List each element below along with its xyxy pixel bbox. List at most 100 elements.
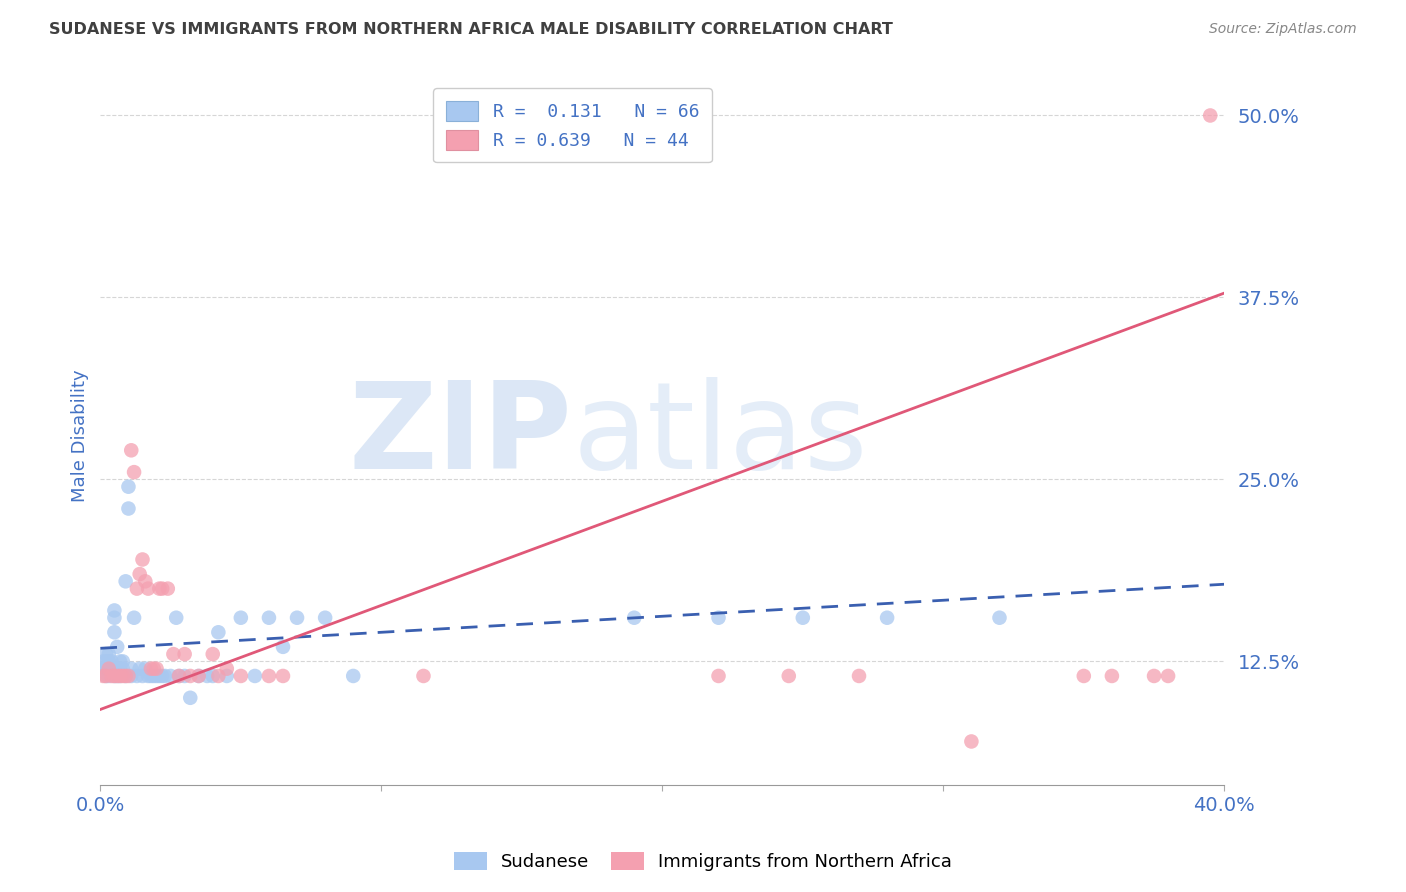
- Point: [165, 611, 187, 625]
- Point: [120, 669, 142, 683]
- Point: [108, 662, 131, 676]
- Point: [201, 647, 224, 661]
- Point: [136, 582, 159, 596]
- Point: [1073, 669, 1095, 683]
- Point: [707, 611, 730, 625]
- Point: [100, 654, 122, 668]
- Point: [148, 669, 170, 683]
- Point: [142, 669, 165, 683]
- Point: [91, 669, 114, 683]
- Point: [122, 611, 145, 625]
- Point: [623, 611, 645, 625]
- Point: [97, 662, 120, 676]
- Point: [792, 611, 814, 625]
- Point: [179, 690, 201, 705]
- Point: [120, 662, 142, 676]
- Point: [108, 669, 131, 683]
- Point: [145, 662, 167, 676]
- Point: [134, 574, 156, 589]
- Point: [215, 662, 238, 676]
- Point: [139, 669, 162, 683]
- Point: [91, 662, 114, 676]
- Point: [114, 669, 136, 683]
- Point: [207, 669, 229, 683]
- Point: [108, 669, 131, 683]
- Point: [125, 669, 148, 683]
- Point: [105, 669, 128, 683]
- Point: [285, 611, 308, 625]
- Point: [91, 654, 114, 668]
- Point: [159, 669, 181, 683]
- Point: [145, 669, 167, 683]
- Point: [314, 611, 336, 625]
- Point: [179, 669, 201, 683]
- Point: [111, 654, 134, 668]
- Point: [243, 669, 266, 683]
- Point: [195, 669, 218, 683]
- Point: [91, 665, 114, 679]
- Point: [97, 647, 120, 661]
- Point: [94, 662, 117, 676]
- Point: [1101, 669, 1123, 683]
- Point: [876, 611, 898, 625]
- Point: [271, 669, 294, 683]
- Point: [167, 669, 190, 683]
- Point: [94, 647, 117, 661]
- Point: [105, 662, 128, 676]
- Point: [848, 669, 870, 683]
- Point: [97, 654, 120, 668]
- Legend: Sudanese, Immigrants from Northern Africa: Sudanese, Immigrants from Northern Afric…: [447, 845, 959, 879]
- Point: [128, 662, 150, 676]
- Point: [1199, 108, 1222, 122]
- Point: [150, 669, 173, 683]
- Point: [257, 669, 280, 683]
- Point: [131, 552, 153, 566]
- Point: [257, 611, 280, 625]
- Point: [117, 480, 139, 494]
- Point: [105, 640, 128, 654]
- Text: ZIP: ZIP: [349, 377, 572, 494]
- Point: [271, 640, 294, 654]
- Point: [94, 669, 117, 683]
- Text: atlas: atlas: [572, 377, 868, 494]
- Point: [215, 669, 238, 683]
- Point: [94, 654, 117, 668]
- Point: [131, 669, 153, 683]
- Point: [201, 669, 224, 683]
- Point: [187, 669, 209, 683]
- Y-axis label: Male Disability: Male Disability: [72, 369, 89, 502]
- Point: [150, 582, 173, 596]
- Point: [122, 465, 145, 479]
- Point: [108, 654, 131, 668]
- Point: [94, 669, 117, 683]
- Point: [342, 669, 364, 683]
- Point: [100, 665, 122, 679]
- Point: [139, 662, 162, 676]
- Point: [103, 625, 125, 640]
- Point: [960, 734, 983, 748]
- Point: [117, 669, 139, 683]
- Point: [173, 647, 195, 661]
- Text: Source: ZipAtlas.com: Source: ZipAtlas.com: [1209, 22, 1357, 37]
- Point: [988, 611, 1011, 625]
- Point: [111, 669, 134, 683]
- Point: [103, 669, 125, 683]
- Point: [114, 574, 136, 589]
- Point: [412, 669, 434, 683]
- Point: [173, 669, 195, 683]
- Point: [156, 582, 179, 596]
- Point: [162, 647, 184, 661]
- Point: [148, 582, 170, 596]
- Point: [100, 662, 122, 676]
- Point: [117, 501, 139, 516]
- Point: [167, 669, 190, 683]
- Point: [778, 669, 800, 683]
- Point: [100, 669, 122, 683]
- Point: [128, 567, 150, 582]
- Point: [97, 669, 120, 683]
- Point: [142, 662, 165, 676]
- Point: [207, 625, 229, 640]
- Point: [153, 669, 176, 683]
- Legend: R =  0.131   N = 66, R = 0.639   N = 44: R = 0.131 N = 66, R = 0.639 N = 44: [433, 88, 711, 162]
- Point: [97, 662, 120, 676]
